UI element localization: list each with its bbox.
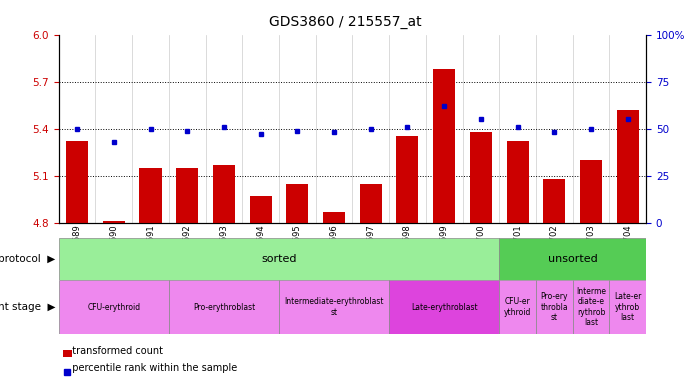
Bar	[323, 212, 345, 223]
Bar	[360, 184, 381, 223]
Bar	[59, 238, 499, 280]
Text: GDS3860 / 215557_at: GDS3860 / 215557_at	[269, 15, 422, 29]
Bar	[543, 179, 565, 223]
Bar	[249, 196, 272, 223]
Text: Late-er
ythrob
last: Late-er ythrob last	[614, 292, 641, 322]
Bar	[397, 136, 419, 223]
Bar	[140, 168, 162, 223]
Bar	[580, 160, 602, 223]
Bar	[169, 280, 279, 334]
Bar	[213, 165, 235, 223]
Text: unsorted: unsorted	[548, 254, 598, 264]
Bar	[470, 132, 492, 223]
Text: CFU-erythroid: CFU-erythroid	[87, 303, 140, 312]
Text: Interme
diate-e
rythrob
last: Interme diate-e rythrob last	[576, 287, 606, 327]
Text: Intermediate-erythroblast
st: Intermediate-erythroblast st	[284, 298, 384, 317]
Bar	[66, 141, 88, 223]
Text: percentile rank within the sample: percentile rank within the sample	[66, 363, 237, 373]
Text: sorted: sorted	[261, 254, 296, 264]
Text: Pro-erythroblast: Pro-erythroblast	[193, 303, 255, 312]
Bar	[103, 221, 125, 223]
Text: development stage  ▶: development stage ▶	[0, 302, 55, 312]
Text: Pro-ery
throbla
st: Pro-ery throbla st	[540, 292, 568, 322]
Bar	[507, 141, 529, 223]
Bar	[59, 280, 169, 334]
Bar	[609, 280, 646, 334]
Text: Late-erythroblast: Late-erythroblast	[411, 303, 477, 312]
Bar	[573, 280, 609, 334]
Bar	[616, 110, 638, 223]
Bar	[536, 280, 573, 334]
Text: CFU-er
ythroid: CFU-er ythroid	[504, 298, 531, 317]
Bar	[176, 168, 198, 223]
Bar	[63, 350, 72, 357]
Bar	[499, 280, 536, 334]
Text: protocol  ▶: protocol ▶	[0, 254, 55, 264]
Bar	[389, 280, 499, 334]
Bar	[433, 69, 455, 223]
Bar	[499, 238, 646, 280]
Bar	[286, 184, 308, 223]
Text: transformed count: transformed count	[66, 346, 162, 356]
Bar	[279, 280, 389, 334]
